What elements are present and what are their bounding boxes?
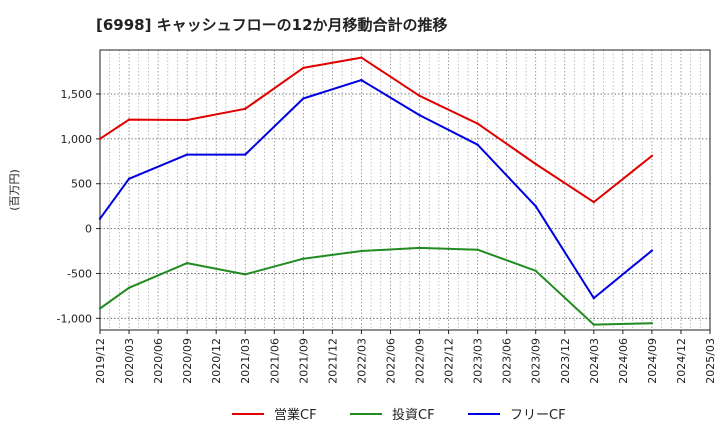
x-tick-label: 2022/06	[384, 338, 397, 384]
data-point	[592, 200, 596, 204]
x-tick-label: 2021/03	[239, 338, 252, 384]
data-point	[592, 296, 596, 300]
data-point	[418, 113, 421, 117]
plot-area-frame	[99, 49, 711, 331]
data-point	[476, 248, 479, 251]
x-tick-label: 2022/09	[414, 338, 427, 384]
chart-title: [6998] キャッシュフローの12か月移動合計の推移	[96, 16, 448, 34]
data-point	[360, 78, 363, 82]
data-point	[418, 94, 421, 97]
y-tick-label: 500	[71, 178, 92, 191]
data-point	[127, 286, 131, 290]
x-tick-label: 2020/06	[152, 338, 165, 384]
data-point	[534, 162, 537, 166]
data-point	[476, 122, 479, 125]
legend: 営業CF 投資CF フリーCF	[232, 407, 566, 423]
x-tick-label: 2024/09	[646, 338, 659, 384]
y-tick-label: 1,500	[61, 88, 93, 101]
data-point	[534, 204, 537, 208]
x-tick-label: 2023/03	[472, 338, 485, 384]
y-tick-label: 1,000	[61, 133, 93, 146]
data-point	[650, 154, 654, 158]
data-point	[360, 56, 363, 59]
x-tick-label: 2021/09	[297, 338, 310, 384]
legend-label: 営業CF	[274, 407, 317, 423]
x-tick-label: 2019/12	[94, 338, 107, 384]
x-tick-label: 2025/03	[704, 338, 717, 384]
data-point	[127, 177, 131, 180]
series-layer	[98, 56, 654, 326]
data-point	[185, 261, 189, 265]
data-point	[98, 137, 102, 141]
x-tick-label: 2024/03	[588, 338, 601, 384]
data-point	[244, 273, 247, 276]
data-point	[185, 153, 189, 156]
series-line-operating-cf	[99, 56, 653, 204]
data-point	[476, 143, 479, 146]
data-point	[592, 323, 596, 326]
data-point	[650, 249, 654, 252]
grid	[99, 50, 711, 330]
data-point	[302, 66, 305, 70]
data-point	[244, 153, 247, 156]
x-tick-label: 2021/06	[268, 338, 281, 384]
data-point	[650, 322, 654, 325]
data-point	[302, 97, 305, 100]
x-tick-label: 2022/03	[355, 338, 368, 384]
legend-label: フリーCF	[510, 408, 566, 423]
x-tick-label: 2020/12	[210, 338, 223, 384]
x-tick-label: 2023/06	[501, 338, 514, 384]
x-tick-label: 2023/12	[559, 338, 572, 384]
data-point	[534, 269, 537, 272]
y-tick-label: -1,000	[57, 312, 92, 325]
x-tick-label: 2020/03	[123, 338, 136, 384]
legend-label: 投資CF	[392, 407, 435, 423]
data-point	[127, 118, 131, 121]
data-point	[98, 217, 102, 220]
data-point	[244, 107, 247, 110]
x-tick-label: 2020/09	[181, 338, 194, 384]
data-point	[302, 257, 305, 260]
data-point	[185, 118, 189, 122]
x-tick-label: 2023/09	[530, 338, 543, 384]
x-tick-label: 2022/12	[443, 338, 456, 384]
x-axis-ticks: 2019/12 2020/03 2020/06 2020/09 2020/12 2021/…	[94, 330, 717, 384]
y-tick-label: -500	[67, 267, 92, 280]
x-tick-label: 2024/12	[675, 338, 688, 384]
y-axis-label: (百万円)	[8, 169, 21, 211]
x-tick-label: 2021/12	[326, 338, 339, 384]
x-tick-label: 2024/06	[617, 338, 630, 384]
data-point	[360, 249, 363, 253]
data-point	[418, 246, 421, 250]
y-axis-ticks: -1,000 -500 0 500 1,000 1,500	[57, 88, 100, 325]
y-tick-label: 0	[85, 223, 92, 236]
data-point	[98, 307, 102, 310]
